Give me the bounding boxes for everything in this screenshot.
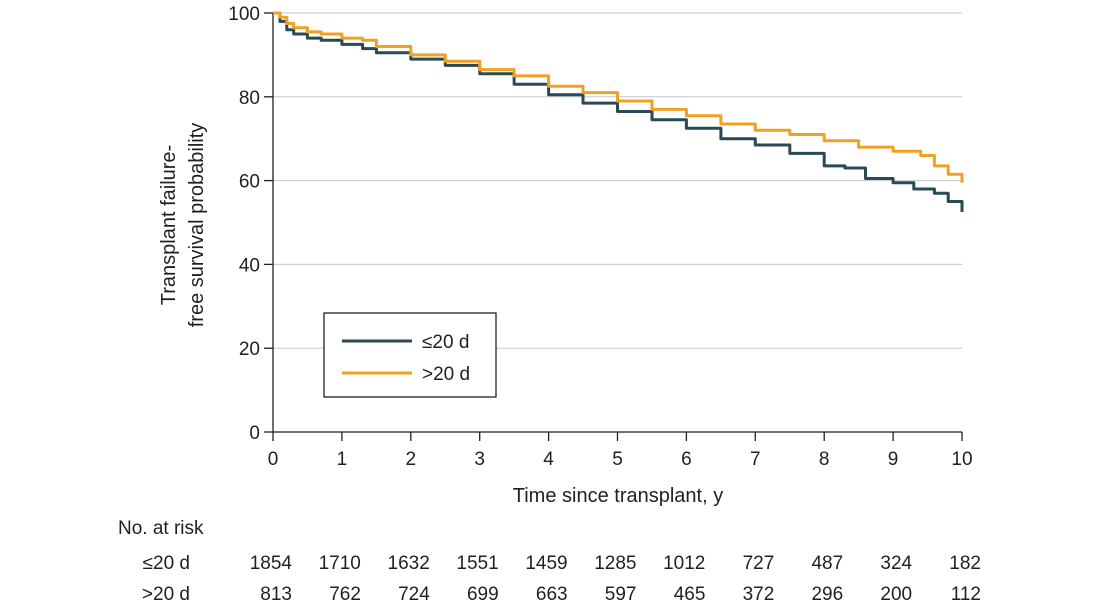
y-tick-label: 0 <box>249 423 260 444</box>
risk-value: 1285 <box>594 553 636 574</box>
y-tick-label: 40 <box>239 255 260 276</box>
x-tick-label: 1 <box>337 449 348 470</box>
x-tick-label: 10 <box>951 449 972 470</box>
risk-table-title: No. at risk <box>118 518 204 539</box>
y-axis-title-line1: Transplant failure- <box>158 145 180 305</box>
y-tick-label: 20 <box>239 339 260 360</box>
risk-values: 1854 1710 1632 1551 1459 1285 1012 727 487 324 182… <box>250 553 981 605</box>
risk-value: 1551 <box>456 553 498 574</box>
risk-value: 813 <box>260 584 292 605</box>
risk-value: 1632 <box>388 553 430 574</box>
risk-value: 1012 <box>663 553 705 574</box>
x-tick-label: 7 <box>750 449 761 470</box>
series-line-le20 <box>273 11 964 212</box>
x-tick-label: 3 <box>474 449 485 470</box>
risk-value: 465 <box>674 584 706 605</box>
risk-row-label-le20: ≤20 d <box>143 553 190 574</box>
risk-value: 1710 <box>319 553 361 574</box>
risk-value: 1854 <box>250 553 293 574</box>
legend-label-gt20: >20 d <box>422 364 470 385</box>
x-tick-label: 6 <box>681 449 692 470</box>
risk-value: 762 <box>329 584 361 605</box>
y-axis-ticks: 0 20 40 60 80 100 <box>228 4 273 444</box>
x-axis-ticks: 0 1 2 3 4 5 6 7 8 9 10 <box>268 432 973 470</box>
x-tick-label: 9 <box>888 449 899 470</box>
survival-curves <box>273 11 964 212</box>
legend-box <box>323 312 497 398</box>
risk-value: 663 <box>536 584 568 605</box>
risk-value: 724 <box>398 584 430 605</box>
y-tick-label: 80 <box>239 88 260 109</box>
x-tick-label: 0 <box>268 449 279 470</box>
x-axis-title: Time since transplant, y <box>513 485 723 507</box>
risk-value: 372 <box>743 584 775 605</box>
x-tick-label: 8 <box>819 449 830 470</box>
x-tick-label: 5 <box>612 449 623 470</box>
legend: ≤20 d >20 d <box>323 312 497 398</box>
x-tick-label: 2 <box>406 449 417 470</box>
risk-value: 487 <box>811 553 843 574</box>
y-axis-title-line2: free survival probability <box>186 123 208 328</box>
y-tick-label: 60 <box>239 172 260 193</box>
series-line-gt20 <box>273 11 964 183</box>
grid-lines <box>273 12 962 349</box>
risk-value: 597 <box>605 584 637 605</box>
risk-value: 200 <box>880 584 912 605</box>
y-tick-label: 100 <box>228 4 260 25</box>
risk-value: 727 <box>743 553 775 574</box>
risk-row-label-gt20: >20 d <box>142 584 190 605</box>
risk-value: 112 <box>951 584 981 605</box>
risk-value: 182 <box>949 553 981 574</box>
risk-value: 296 <box>811 584 843 605</box>
risk-value: 699 <box>467 584 499 605</box>
x-tick-label: 4 <box>543 449 554 470</box>
risk-value: 1459 <box>525 553 567 574</box>
legend-label-le20: ≤20 d <box>422 332 469 353</box>
risk-table: No. at risk ≤20 d >20 d 1854 1710 1632 1551… <box>118 518 981 605</box>
risk-value: 324 <box>880 553 912 574</box>
